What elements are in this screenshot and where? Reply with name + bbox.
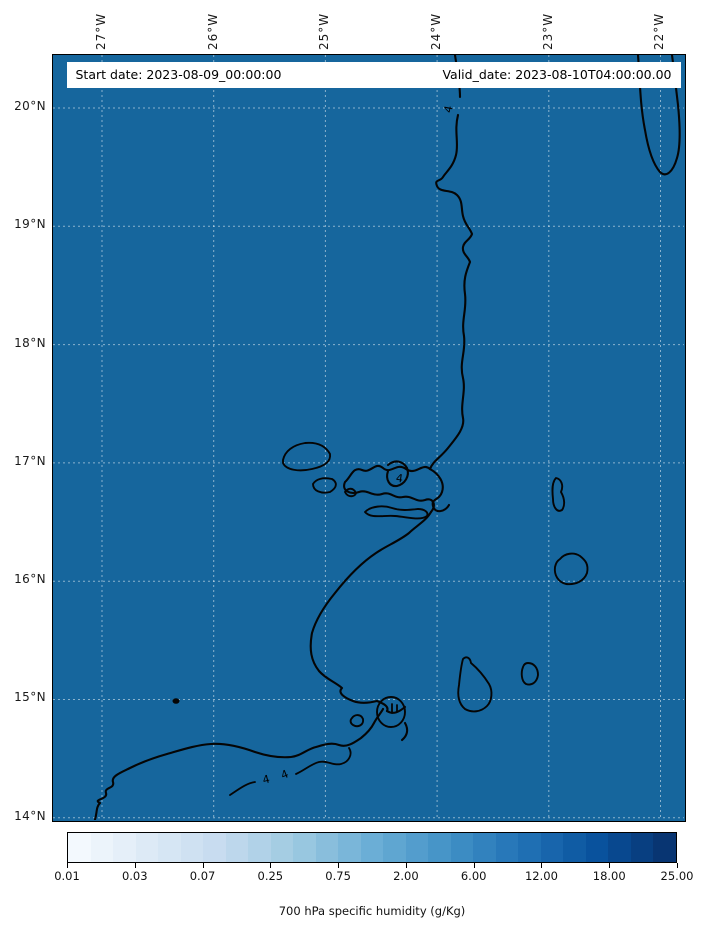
colorbar-segment: [158, 833, 181, 862]
colorbar-tick-label: 0.07: [189, 869, 216, 883]
colorbar-segment: [203, 833, 226, 862]
contour-label-4: 4: [261, 772, 271, 786]
colorbar-segment: [563, 833, 586, 862]
date-banner: Start date: 2023-08-09_00:00:00 Valid_da…: [66, 61, 681, 88]
colorbar-tick-mark: [405, 863, 407, 868]
colorbar-tick-label: 18.00: [592, 869, 626, 883]
island-boa-vista: [553, 552, 588, 585]
contour-4-fogo-area: [385, 705, 408, 741]
valid-date-text: Valid_date: 2023-08-10T04:00:00.00: [442, 67, 672, 82]
island-sal: [551, 476, 565, 512]
colorbar-segment: [135, 833, 159, 862]
contour-label-4: 4: [395, 471, 404, 485]
y-tick-17n: 17°N: [14, 454, 46, 468]
contour-label-4: 4: [279, 767, 290, 782]
island-fogo-inner-marks: [390, 702, 398, 714]
contour-4-main-north-south: [428, 54, 473, 470]
colorbar-segment: [518, 833, 541, 862]
colorbar-tick-label: 12.00: [524, 869, 558, 883]
contour-label-4: 4: [441, 104, 455, 114]
island-maio: [520, 661, 539, 685]
colorbar-segment: [293, 833, 316, 862]
colorbar-segment: [428, 833, 451, 862]
colorbar-segment: [338, 833, 361, 862]
colorbar-segment: [113, 833, 136, 862]
y-tick-18n: 18°N: [14, 336, 46, 350]
island-coastlines: [172, 441, 588, 728]
contour-4-secondary-south: [228, 746, 351, 796]
island-sao-nicolau: [363, 504, 428, 519]
colorbar-tick-mark: [202, 863, 204, 868]
colorbar-segment: [473, 833, 496, 862]
colorbar-segment: [225, 833, 249, 862]
contour-4-south-coastwise: [93, 707, 384, 820]
colorbar: [67, 832, 677, 863]
colorbar-tick-label: 0.25: [257, 869, 284, 883]
colorbar-segment: [180, 833, 204, 862]
colorbar-segment: [360, 833, 384, 862]
islet-dot: [172, 697, 179, 704]
gridlines: [52, 54, 684, 820]
colorbar-tick-mark: [270, 863, 272, 868]
colorbar-segment: [630, 833, 654, 862]
colorbar-segment: [315, 833, 339, 862]
colorbar-tick-mark: [473, 863, 475, 868]
colorbar-segment: [495, 833, 519, 862]
y-tick-16n: 16°N: [14, 572, 46, 586]
colorbar-tick-mark: [677, 863, 678, 868]
colorbar-tick-label: 0.03: [121, 869, 148, 883]
island-sao-vicente: [311, 476, 337, 494]
y-tick-15n: 15°N: [14, 690, 46, 704]
colorbar-segment: [68, 833, 91, 862]
start-date-text: Start date: 2023-08-09_00:00:00: [75, 67, 282, 82]
colorbar-segment: [585, 833, 609, 862]
colorbar-segment: [450, 833, 474, 862]
island-fogo: [375, 695, 406, 728]
island-santo-antao: [281, 441, 331, 471]
contour-4-northeast-lobe: [636, 54, 681, 175]
contour-4-wiggles-west: [342, 464, 435, 513]
y-tick-14n: 14°N: [14, 809, 46, 823]
contour-lines: [93, 54, 681, 820]
colorbar-tick-label: 0.75: [325, 869, 351, 883]
colorbar-tick-mark: [541, 863, 543, 868]
colorbar-tick-label: 6.00: [460, 869, 487, 883]
y-tick-19n: 19°N: [14, 217, 46, 231]
colorbar-tick-label: 0.01: [54, 869, 80, 883]
colorbar-segment: [540, 833, 564, 862]
contour-4-descent-southwest: [309, 510, 432, 712]
colorbar-tick-label: 2.00: [393, 869, 419, 883]
colorbar-segment: [90, 833, 114, 862]
colorbar-segment: [653, 833, 676, 862]
colorbar-tick-mark: [67, 863, 68, 868]
island-brava: [349, 713, 364, 727]
colorbar-segment: [248, 833, 271, 862]
colorbar-caption: 700 hPa specific humidity (g/Kg): [278, 904, 466, 918]
colorbar-segment: [383, 833, 406, 862]
colorbar-tick-label: 25.00: [660, 869, 694, 883]
colorbar-segment: [405, 833, 429, 862]
island-santiago: [456, 655, 492, 712]
y-tick-20n: 20°N: [14, 99, 46, 113]
contour-4-label-loop: [385, 459, 409, 487]
map-canvas: 444 4: [52, 54, 684, 820]
island-santa-luzia: [343, 487, 357, 497]
colorbar-tick-mark: [134, 863, 136, 868]
colorbar-segment: [270, 833, 294, 862]
colorbar-segment: [608, 833, 631, 862]
contour-4-wiggle-east: [428, 467, 450, 512]
colorbar-tick-mark: [609, 863, 611, 868]
colorbar-tick-mark: [338, 863, 340, 868]
